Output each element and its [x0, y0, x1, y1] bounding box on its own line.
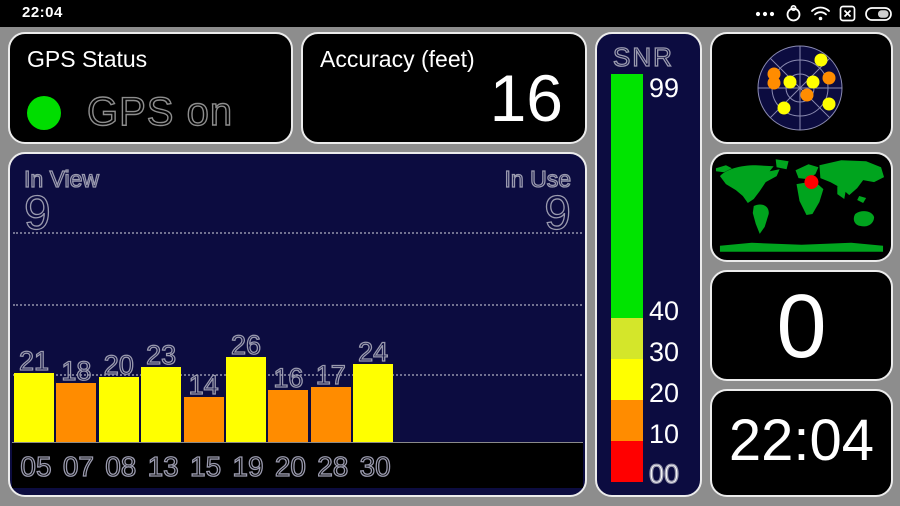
gps-status-title: GPS Status: [27, 46, 148, 72]
wifi-icon: [811, 6, 830, 21]
snr-scale-label: 30: [649, 337, 680, 367]
gps-status-value: GPS on: [86, 89, 234, 134]
snr-scale-segment: [611, 359, 643, 400]
gps-status-panel[interactable]: GPS Status GPS on: [8, 32, 293, 144]
snr-legend-panel[interactable]: SNR 99 40 30 20 10 00: [595, 32, 702, 497]
satellite-dot: [822, 71, 836, 85]
prn-label: 30: [359, 450, 391, 482]
snr-bar-value-label: 16: [273, 362, 304, 393]
snr-bar-value-label: 17: [315, 359, 346, 390]
snr-scale-segment: [611, 74, 643, 318]
prn-label: 28: [317, 450, 349, 482]
snr-scale-label: 00: [648, 458, 680, 489]
snr-bar-value-label: 14: [188, 369, 219, 400]
gps-fix-indicator: [27, 95, 61, 130]
overflow-dots-icon: [754, 10, 776, 18]
snr-scale-segment: [611, 318, 643, 359]
satellite-dot: [822, 97, 836, 111]
current-position-dot: [804, 175, 819, 190]
snr-bar: [353, 364, 394, 443]
snr-bar-value-label: 26: [230, 329, 262, 360]
x-axis-strip: 05 07 08 13 15 19 20 28 30: [12, 442, 583, 488]
snr-bar: [183, 397, 224, 443]
snr-bar: [268, 390, 309, 443]
sky-view-panel[interactable]: [710, 32, 893, 144]
in-view-label: In View: [23, 165, 100, 192]
chart-gridline: [13, 374, 582, 376]
speed-value: 0: [776, 277, 827, 377]
clock-value: 22:04: [728, 408, 875, 473]
status-bar: 22:04: [0, 0, 900, 27]
satellite-dot: [777, 101, 791, 115]
chart-gridline: [13, 304, 582, 306]
in-use-label: In Use: [504, 165, 572, 192]
clock-panel[interactable]: 22:04: [710, 389, 893, 497]
satellite-dot: [783, 75, 797, 89]
snr-bar-value-label: 24: [358, 336, 389, 367]
snr-bar: [56, 383, 97, 443]
prn-label: 20: [274, 450, 306, 482]
status-bar-clock: 22:04: [22, 4, 63, 21]
snr-bar-value-label: 21: [18, 345, 50, 376]
accuracy-title: Accuracy (feet): [320, 46, 475, 72]
snr-scale-label: 10: [649, 419, 680, 449]
snr-scale-label: 20: [649, 378, 680, 408]
in-use-count: 9: [544, 186, 572, 240]
satellite-dot: [806, 75, 820, 89]
prn-label: 08: [105, 450, 137, 482]
snr-scale-segment: [611, 400, 643, 441]
satellite-bar-chart-panel[interactable]: In View 9 In Use 9 21 18 20 23 14 26 16 17 24 05…: [8, 152, 587, 497]
snr-scale-segment: [611, 441, 643, 482]
world-map-panel[interactable]: [710, 152, 893, 262]
battery-icon: [865, 6, 892, 21]
satellite-dot: [767, 76, 781, 90]
snr-bar: [14, 373, 54, 443]
snr-bar-value-label: 18: [61, 355, 92, 386]
prn-label: 15: [189, 450, 222, 482]
prn-label: 13: [147, 450, 179, 482]
snr-scale-label: 99: [649, 73, 680, 103]
accuracy-panel[interactable]: Accuracy (feet) 16: [301, 32, 587, 144]
in-view-count: 9: [23, 186, 51, 240]
snr-bar: [141, 367, 182, 443]
chart-gridline: [13, 232, 582, 234]
snr-bar-value-label: 20: [103, 349, 134, 380]
satellite-radar: [757, 45, 843, 131]
snr-bar: [226, 357, 266, 443]
prn-label: 05: [20, 450, 52, 482]
status-bar-icons: [754, 0, 892, 27]
prn-label: 19: [232, 450, 264, 482]
world-map: [715, 159, 885, 252]
satellite-dot: [800, 88, 814, 102]
snr-legend-title: SNR: [612, 41, 674, 72]
prn-label: 07: [62, 450, 94, 482]
snr-color-scale: [611, 74, 643, 482]
alarm-icon: [785, 5, 802, 22]
snr-bar: [310, 387, 351, 443]
accuracy-value: 16: [489, 61, 563, 135]
snr-bar: [98, 377, 139, 443]
satellite-dot: [814, 53, 828, 67]
speed-panel[interactable]: 0: [710, 270, 893, 381]
satellite-dot: [767, 67, 781, 81]
snr-bar-value-label: 23: [146, 339, 177, 370]
snr-scale-label: 40: [649, 296, 680, 326]
no-sim-icon: [839, 5, 856, 22]
